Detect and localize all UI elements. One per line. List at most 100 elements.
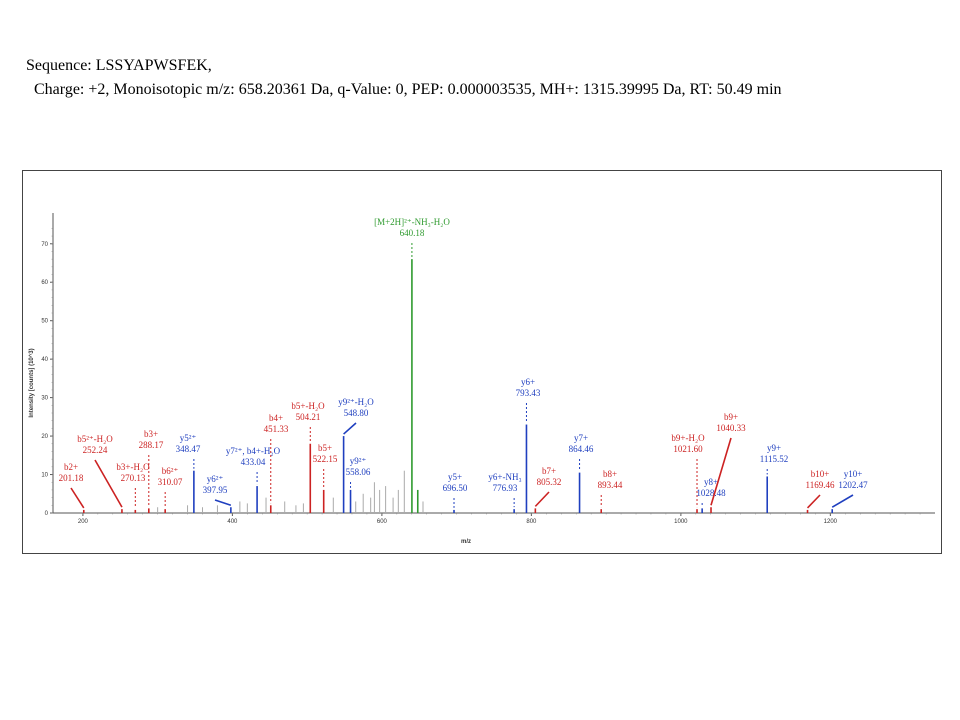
precursor-details-line: Charge: +2, Monoisotopic m/z: 658.20361 … (34, 81, 782, 98)
annotation-b-ion: b6²⁺310.07 (158, 466, 183, 508)
annotation-mz-value: 864.46 (569, 444, 594, 454)
annotation-ion-name: y9²⁺-H₂O (338, 397, 374, 407)
annotation-mz-value: 397.95 (203, 485, 228, 495)
annotation-ion-name: b10+ (811, 469, 830, 479)
annotation-mz-value: 1169.46 (806, 480, 835, 490)
ms2-spectrum-chart: 0 10 20 30 40 50 60 70 200 400 600 800 1000 1200 m/z In… (29, 213, 935, 545)
annotation-y-ion: y8+1028.48 (696, 477, 726, 507)
axes-layer: 0 10 20 30 40 50 60 70 200 400 600 800 1000 1200 m/z In… (29, 213, 935, 545)
annotation-ion-name: b2+ (64, 462, 78, 472)
annotation-mz-value: 1028.48 (696, 488, 726, 498)
annotation-mz-value: 201.18 (59, 473, 84, 483)
annotation-y-ion: y6+793.43 (516, 377, 541, 423)
y-tick-label: 30 (41, 396, 48, 402)
annotation-y-ion: y5+696.50 (443, 472, 468, 508)
annotation-y-ion: y7+864.46 (569, 433, 594, 471)
annotation-mz-value: 433.04 (241, 457, 266, 467)
annotation-ion-name: b6²⁺ (162, 466, 179, 476)
annotation-y-ion: y5²⁺348.47 (176, 433, 201, 469)
annotation-leader (343, 422, 357, 435)
x-tick-label: 1000 (674, 519, 688, 525)
annotation-leader (806, 494, 821, 509)
y-axis-title: Intensity [counts] (10^3) (29, 348, 35, 417)
annotation-ion-name: y6+-NH₃ (488, 472, 521, 482)
annotation-b-ion: b8+893.44 (598, 469, 623, 508)
annotation-mz-value: 522.15 (313, 454, 338, 464)
annotation-mz-value: 548.80 (344, 408, 369, 418)
annotation-b-ion: b2+201.18 (59, 462, 85, 509)
peaks-layer (82, 259, 834, 513)
annotation-ion-name: b3+-H₂O (116, 462, 150, 472)
annotation-mz-value: 310.07 (158, 477, 183, 487)
annotation-mz-value: 1040.33 (716, 423, 746, 433)
annotation-ion-name: b4+ (269, 413, 283, 423)
annotation-leader (534, 491, 550, 507)
y-tick-label: 20 (41, 434, 48, 440)
annotation-b-ion: b5+522.15 (313, 443, 338, 488)
annotation-b-ion: b3+288.17 (139, 429, 164, 507)
annotation-mz-value: 805.32 (537, 477, 562, 487)
y-tick-label: 10 (41, 473, 48, 479)
x-tick-label: 800 (526, 519, 537, 525)
annotation-mz-value: 640.18 (400, 228, 425, 238)
annotation-ion-name: [M+2H]²⁺-NH₃-H₂O (374, 217, 450, 227)
annotation-ion-name: y9+ (767, 443, 781, 453)
annotation-mz-value: 1115.52 (760, 454, 789, 464)
annotation-mz-value: 776.93 (493, 483, 518, 493)
annotation-y-ion: y10+1202.47 (831, 469, 868, 508)
annotation-mz-value: 696.50 (443, 483, 468, 493)
annotation-ion-name: y6+ (521, 377, 535, 387)
annotation-ion-name: y7+ (574, 433, 588, 443)
annotation-ion-name: b9+-H₂O (671, 433, 705, 443)
annotation-mz-value: 793.43 (516, 388, 541, 398)
annotation-b-ion: b10+1169.46 (806, 469, 835, 509)
annotation-mz-value: 558.06 (346, 467, 371, 477)
annotation-mz-value: 252.24 (83, 445, 108, 455)
x-tick-label: 1200 (824, 519, 838, 525)
annotation-mz-value: 893.44 (598, 480, 623, 490)
annotation-mz-value: 1021.60 (673, 444, 703, 454)
annotation-y-ion: y9+1115.52 (760, 443, 789, 475)
annotation-ion-name: b7+ (542, 466, 556, 476)
sequence-line: Sequence: LSSYAPWSFEK, (26, 57, 212, 74)
annotation-ion-name: b9+ (724, 412, 738, 422)
annotation-ion-name: b5+-H₂O (291, 401, 325, 411)
annotation-leader (94, 459, 123, 508)
annotation-b-ion: b9+1040.33 (710, 412, 746, 506)
annotation-ion-name: y8+ (704, 477, 718, 487)
annotation-mz-value: 288.17 (139, 440, 164, 450)
y-tick-label: 60 (41, 280, 48, 286)
y-tick-label: 70 (41, 242, 48, 248)
annotation-ion-name: y5+ (448, 472, 462, 482)
annotation-mz-value: 348.47 (176, 444, 201, 454)
annotation-mz-value: 1202.47 (838, 480, 868, 490)
spectrum-caption: Sequence: LSSYAPWSFEK, Charge: +2, Monoi… (26, 54, 946, 102)
y-tick-label: 50 (41, 319, 48, 325)
annotations-layer: b2+201.18b5²⁺-H₂O252.24b3+-H₂O270.13b3+2… (59, 217, 868, 509)
y-tick-label: 0 (45, 511, 49, 517)
annotation-ion-name: b5+ (318, 443, 332, 453)
annotation-ion-name: y9²⁺ (350, 456, 367, 466)
annotation-mz-value: 504.21 (296, 412, 321, 422)
x-tick-label: 200 (78, 519, 89, 525)
annotation-ion-name: y7²⁺, b4+-H₂O (226, 446, 281, 456)
annotation-b-ion: b7+805.32 (534, 466, 562, 507)
annotation-ion-name: y5²⁺ (180, 433, 197, 443)
x-tick-label: 400 (227, 519, 238, 525)
y-tick-label: 40 (41, 357, 48, 363)
annotation-mz-value: 451.33 (264, 424, 289, 434)
annotation-leader (831, 494, 854, 508)
annotation-b-ion: b4+451.33 (264, 413, 289, 504)
annotation-y-ion: y9²⁺558.06 (346, 456, 371, 488)
annotation-y-ion: y6²⁺397.95 (203, 474, 232, 506)
annotation-leader (214, 499, 232, 506)
annotation-ion-name: y6²⁺ (207, 474, 224, 484)
